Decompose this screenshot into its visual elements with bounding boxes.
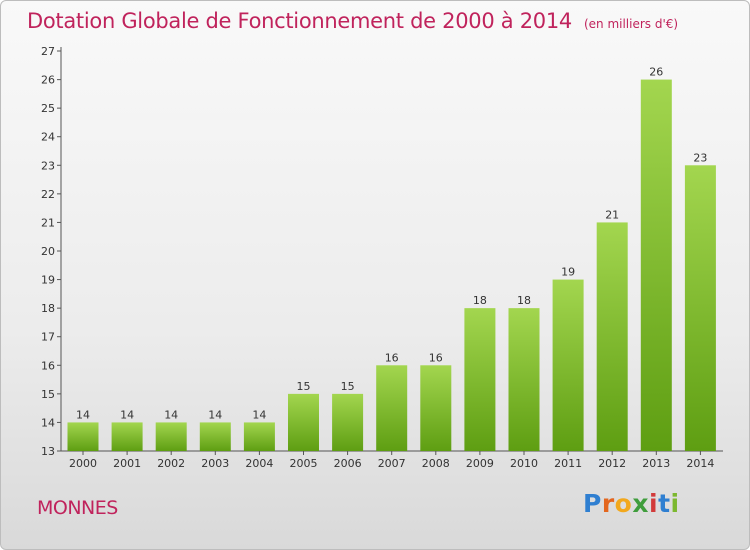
y-tick-label: 16 [41, 359, 55, 372]
y-tick-label: 18 [41, 302, 55, 315]
y-tick-label: 22 [41, 188, 55, 201]
bar [243, 422, 275, 451]
logo-letter: P [583, 489, 602, 518]
y-tick-label: 23 [41, 159, 55, 172]
x-tick-label: 2012 [598, 457, 626, 470]
bar-value-label: 23 [693, 151, 707, 164]
x-tick-label: 2009 [466, 457, 494, 470]
bar [508, 308, 540, 451]
y-tick-label: 25 [41, 102, 55, 115]
bar-value-label: 26 [649, 66, 663, 79]
bar [464, 308, 496, 451]
logo-letter: t [658, 489, 671, 518]
bar-value-label: 14 [164, 408, 178, 421]
y-tick-label: 17 [41, 331, 55, 344]
bar-value-label: 15 [341, 380, 355, 393]
bar-value-label: 15 [297, 380, 311, 393]
bar [155, 422, 187, 451]
bar-value-label: 21 [605, 208, 619, 221]
y-tick-label: 14 [41, 416, 55, 429]
bar-value-label: 19 [561, 266, 575, 279]
x-tick-label: 2006 [334, 457, 362, 470]
chart-title: Dotation Globale de Fonctionnement de 20… [27, 9, 678, 33]
bar [596, 222, 628, 451]
x-tick-label: 2005 [290, 457, 318, 470]
bar [67, 422, 99, 451]
bar [199, 422, 231, 451]
bar [552, 279, 584, 451]
bar-value-label: 14 [208, 408, 222, 421]
bar [288, 393, 319, 451]
bar-value-label: 14 [120, 408, 134, 421]
proxiti-logo: Proxiti [583, 489, 680, 518]
chart-bars: 14 14 14 14 14 15 15 16 16 18 18 19 21 26 23 [67, 66, 716, 452]
y-tick-label: 13 [41, 445, 55, 458]
y-tick-label: 26 [41, 74, 55, 87]
chart-axes: 13 14 15 16 17 18 19 20 21 22 23 24 25 26 27 2000 2001 20… [41, 45, 723, 470]
logo-letter: r [601, 489, 615, 518]
x-tick-label: 2011 [554, 457, 582, 470]
y-tick-label: 21 [41, 216, 55, 229]
x-tick-label: 2010 [510, 457, 538, 470]
bar [640, 79, 672, 452]
logo-letter: o [614, 489, 633, 518]
logo-letter: i [670, 489, 680, 518]
logo-letter: i [649, 489, 659, 518]
chart-title-text: Dotation Globale de Fonctionnement de 20… [27, 9, 572, 33]
logo-letter: x [632, 489, 649, 518]
bar [111, 422, 143, 451]
y-tick-label: 24 [41, 131, 55, 144]
y-tick-label: 20 [41, 245, 55, 258]
x-tick-label: 2008 [422, 457, 450, 470]
x-tick-label: 2004 [245, 457, 273, 470]
y-tick-label: 19 [41, 274, 55, 287]
bar-value-label: 16 [385, 351, 399, 364]
x-tick-label: 2013 [642, 457, 670, 470]
bar-value-label: 18 [517, 294, 531, 307]
x-tick-label: 2000 [69, 457, 97, 470]
bar-value-label: 14 [76, 408, 90, 421]
x-tick-label: 2003 [201, 457, 229, 470]
x-tick-label: 2001 [113, 457, 141, 470]
bar [684, 165, 716, 452]
bar-value-label: 14 [252, 408, 266, 421]
bar [420, 365, 452, 451]
y-tick-label: 15 [41, 388, 55, 401]
bar [376, 365, 408, 451]
x-tick-label: 2007 [378, 457, 406, 470]
y-tick-label: 27 [41, 45, 55, 58]
chart-subtitle: (en milliers d'€) [583, 17, 679, 31]
bar-value-label: 16 [429, 351, 443, 364]
x-tick-label: 2014 [686, 457, 714, 470]
x-tick-label: 2002 [157, 457, 185, 470]
bar-value-label: 18 [473, 294, 487, 307]
commune-name: MONNES [37, 497, 118, 519]
bar [332, 393, 364, 451]
